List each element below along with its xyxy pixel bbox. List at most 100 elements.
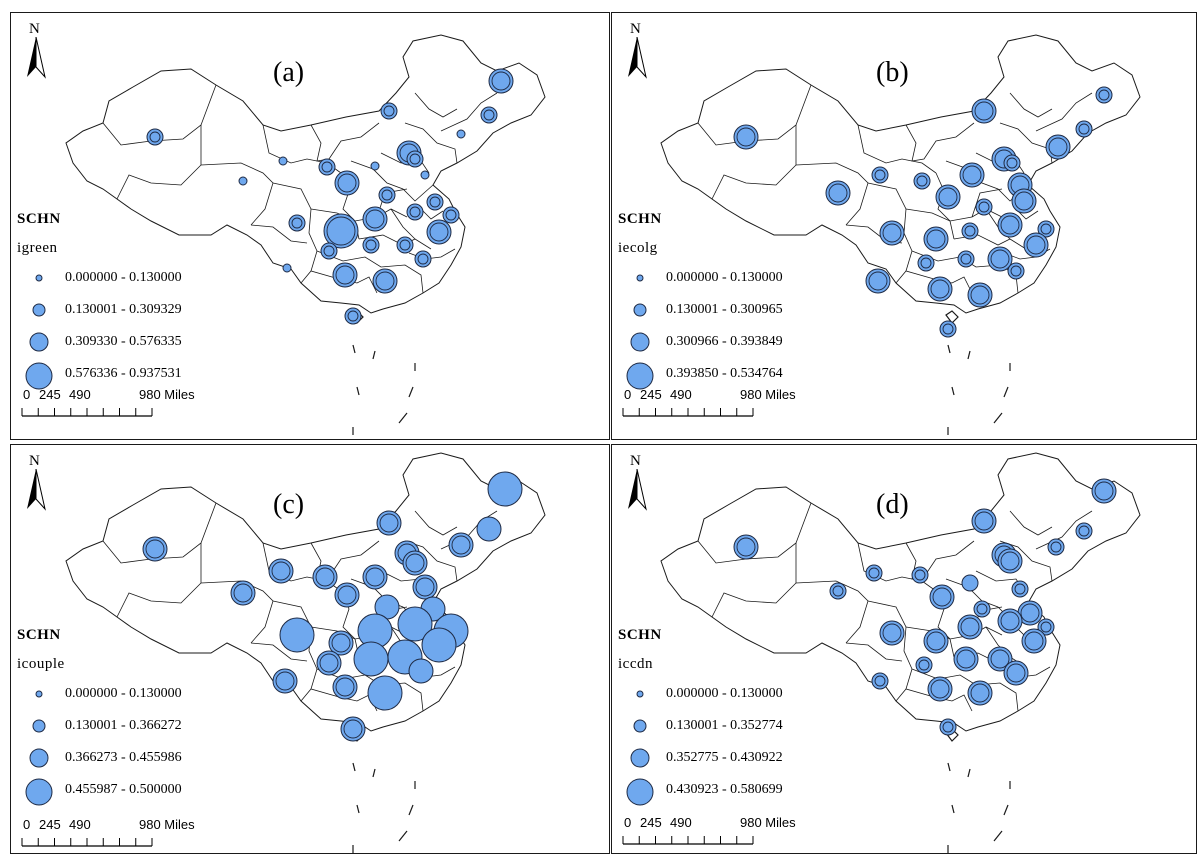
province-symbol [953,646,979,672]
province-symbol-ring [429,196,441,208]
province-symbol [871,166,889,184]
province-symbol-ring [828,183,848,203]
province-boundary [390,208,416,240]
province-symbol [917,254,935,272]
province-symbol-ring [1040,223,1052,235]
province-symbol-ring [930,279,950,299]
province-symbol [929,584,955,610]
province-symbol [1011,580,1029,598]
legend-item: 0.300966 - 0.393849 [618,327,878,359]
province-symbol-ring [326,216,356,246]
legend-item: 0.455987 - 0.500000 [17,775,277,807]
province-symbol [923,226,949,252]
proportional-symbol-large [630,748,650,768]
proportional-symbols [142,471,523,742]
province-symbol-ring [383,105,395,117]
province-boundary [697,502,812,564]
province-symbol-ring [970,285,990,305]
legend-title: SCHN [17,211,61,227]
province-symbol-ring [868,271,888,291]
province-symbol [332,674,358,700]
province-symbol-ring [331,633,351,653]
province-symbol [865,564,883,582]
province-symbol-ring [970,683,990,703]
scale-bar-graphic [622,408,754,417]
province-boundary [711,543,797,618]
province-symbol [282,263,292,273]
province-boundary [310,122,380,162]
province-symbol-ring [445,209,457,221]
province-symbol [340,716,366,742]
legend-item: 0.130001 - 0.300965 [618,295,878,327]
province-symbol [957,250,975,268]
north-arrow-icon [27,469,46,511]
province-symbol [362,206,388,232]
proportional-symbol-xlarge [25,778,53,806]
province-symbol-ring [1094,481,1114,501]
province-boundary [250,224,308,244]
province-symbol [1075,522,1093,540]
province-symbol-ring [974,511,994,531]
province-symbol [923,628,949,654]
proportional-symbol-small [636,274,644,282]
legend: SCHN iccdn 0.000000 - 0.130000 0.130001 … [618,627,878,807]
province-symbol [961,222,979,240]
province-symbol [1091,478,1117,504]
province-boundary [1035,92,1093,132]
province-symbol-ring [1078,525,1090,537]
island-mark [993,830,1003,842]
province-symbol [353,641,389,677]
scale-bar-graphic [21,838,153,847]
province-symbol [402,550,428,576]
island-mark [967,350,971,360]
country-outline [65,34,546,314]
province-symbol [448,532,474,558]
island-mark [356,804,360,814]
province-symbol-ring [321,161,333,173]
island-mark [951,804,955,814]
province-symbol-ring [365,239,377,251]
legend-item: 0.130001 - 0.352774 [618,711,878,743]
province-symbol [362,564,388,590]
province-symbol-ring [868,567,880,579]
province-symbol [913,172,931,190]
province-symbol [332,262,358,288]
north-arrow: N [23,453,49,513]
province-symbol-ring [145,539,165,559]
province-symbol-ring [233,583,253,603]
island-mark [372,350,376,360]
province-boundary [200,580,274,644]
north-arrow-icon [628,37,647,79]
province-boundary [250,642,308,662]
province-symbol [279,617,315,653]
province-symbol [414,250,432,268]
province-symbol-ring [1024,631,1044,651]
island-mark [372,768,376,778]
province-symbol-ring [291,217,303,229]
island-mark [947,762,951,772]
province-symbol-ring [405,553,425,573]
province-symbol-ring [399,239,411,251]
province-boundary [440,92,498,132]
province-boundary [116,125,202,200]
province-symbol-ring [964,225,976,237]
map-panel-a: N (a) SCHN igreen 0.000000 - 0.130000 0.… [10,12,610,440]
scale-bar: 0 245 490 980 Miles [622,815,822,851]
proportional-symbol-medium [32,303,46,317]
province-symbol-ring [978,201,990,213]
province-boundaries [660,452,1141,853]
province-symbol-ring [932,587,952,607]
province-symbol-ring [149,131,161,143]
island-mark [398,412,408,424]
proportional-symbols [146,68,514,325]
province-symbol-ring [916,175,928,187]
scale-bar-graphic [21,408,153,417]
legend-item: 0.130001 - 0.309329 [17,295,277,327]
province-symbol-ring [874,169,886,181]
province-symbol [997,548,1023,574]
province-symbol-ring [365,567,385,587]
province-symbol-ring [736,537,756,557]
province-symbol [997,608,1023,634]
legend-item: 0.130001 - 0.366272 [17,711,277,743]
china-province-map [660,452,1141,853]
